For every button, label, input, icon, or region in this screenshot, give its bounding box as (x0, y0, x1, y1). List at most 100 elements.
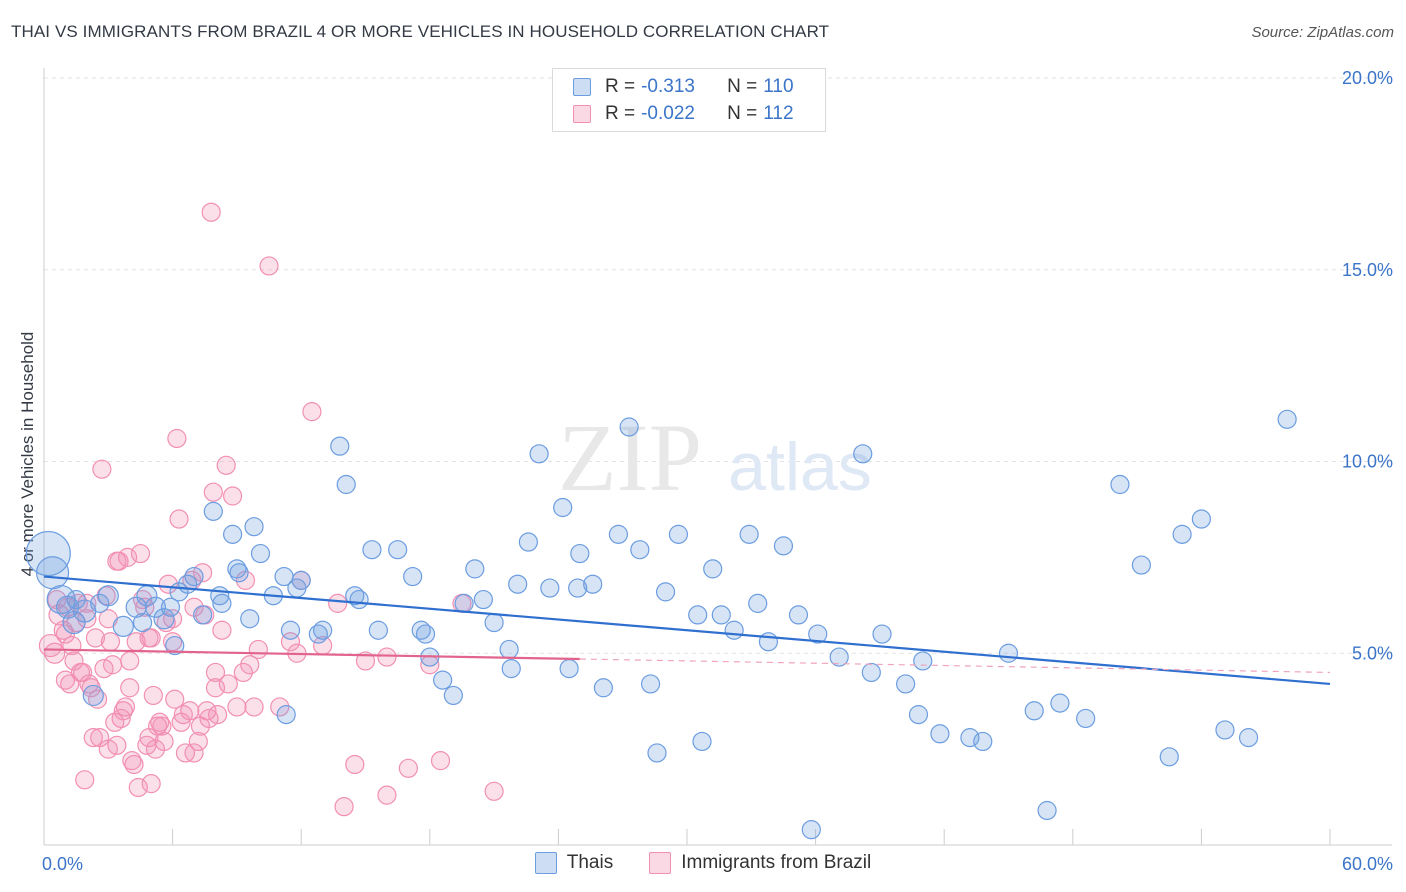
data-point (111, 708, 131, 729)
y-tick-label: 10.0% (1342, 452, 1393, 472)
data-point (167, 428, 187, 449)
data-point (113, 701, 133, 721)
data-point (1037, 800, 1057, 821)
data-point (141, 628, 161, 648)
data-point (218, 674, 238, 694)
data-point (640, 674, 661, 694)
data-point (313, 620, 333, 640)
legend-item-brazil[interactable]: Immigrants from Brazil (649, 852, 871, 874)
data-point (250, 543, 271, 564)
data-point (244, 517, 264, 537)
data-point (125, 596, 147, 618)
data-point (647, 743, 667, 763)
data-point (158, 574, 178, 594)
data-point (583, 574, 603, 594)
data-point (1172, 524, 1192, 544)
watermark-zip: ZIP (558, 404, 702, 511)
data-point (1277, 409, 1297, 429)
data-point (377, 647, 397, 667)
data-point (711, 605, 731, 625)
data-point (227, 697, 247, 717)
data-point (85, 628, 106, 648)
thais-swatch (534, 852, 557, 874)
data-point (139, 728, 159, 748)
data-point (117, 547, 138, 567)
x-tick-label: 0.0% (42, 854, 83, 874)
data-point (748, 593, 768, 613)
data-point (143, 685, 163, 706)
data-point (1076, 708, 1096, 729)
data-point (188, 731, 208, 752)
n-value: 112 (763, 103, 794, 124)
data-point (208, 705, 228, 725)
data-point (433, 670, 453, 690)
data-point (244, 697, 264, 717)
data-point (107, 735, 127, 755)
data-point (160, 597, 181, 617)
data-point (430, 751, 451, 771)
data-point (102, 655, 123, 675)
data-point (518, 532, 538, 552)
data-point (44, 642, 66, 664)
data-point (484, 781, 504, 801)
data-point (87, 689, 108, 709)
data-point (896, 674, 916, 694)
data-point (454, 593, 474, 613)
data-point (210, 586, 230, 606)
data-point (608, 524, 629, 544)
data-point (302, 402, 322, 422)
data-point (248, 639, 268, 660)
n-value: 110 (763, 76, 794, 97)
data-point (908, 705, 929, 725)
data-point (559, 658, 579, 679)
stats-row-thais: R = -0.313 N = 110 (573, 75, 794, 99)
data-point (165, 635, 185, 656)
data-point (1238, 728, 1259, 748)
x-tick-label: 60.0% (1342, 854, 1393, 874)
data-point (128, 777, 148, 798)
data-point (703, 559, 723, 579)
legend-item-thais[interactable]: Thais (534, 852, 613, 874)
watermark-atlas: atlas (728, 429, 872, 505)
source-label: Source: ZipAtlas.com (1251, 24, 1394, 41)
data-point (739, 524, 759, 544)
data-point (169, 509, 189, 529)
data-point (668, 524, 689, 544)
data-point (184, 566, 204, 587)
tick-labels: 5.0% 10.0% 15.0% 20.0% 0.0% 60.0% (42, 68, 1393, 874)
data-point (473, 589, 493, 610)
trend-line-thais (43, 575, 1331, 686)
legend-label: Immigrants from Brazil (681, 852, 872, 873)
data-point (443, 685, 463, 706)
legend: Thais Immigrants from Brazil (0, 852, 1406, 874)
data-point (212, 593, 232, 613)
data-point (788, 605, 809, 625)
data-point (223, 486, 243, 506)
data-point (529, 444, 549, 464)
data-point (377, 785, 397, 805)
data-point (853, 444, 873, 464)
data-point (398, 758, 418, 778)
data-point (808, 624, 828, 644)
data-point (120, 651, 140, 671)
data-point (152, 716, 172, 736)
data-point (163, 609, 183, 629)
brazil-swatch (649, 852, 672, 874)
data-point (240, 609, 260, 629)
y-tick-label: 15.0% (1342, 260, 1393, 280)
data-point (124, 754, 144, 775)
data-point (568, 578, 588, 598)
data-point (280, 620, 301, 640)
stats-row-brazil: R = -0.022 N = 112 (573, 102, 794, 126)
data-point (593, 678, 614, 698)
data-point (153, 608, 175, 630)
data-point (184, 743, 204, 763)
data-point (92, 459, 112, 479)
n-label: N = (727, 103, 758, 124)
data-point (25, 530, 71, 577)
brazil-swatch (573, 105, 591, 123)
data-point (688, 605, 708, 625)
data-point (960, 728, 980, 748)
data-point (1215, 720, 1235, 740)
data-point (368, 620, 388, 640)
